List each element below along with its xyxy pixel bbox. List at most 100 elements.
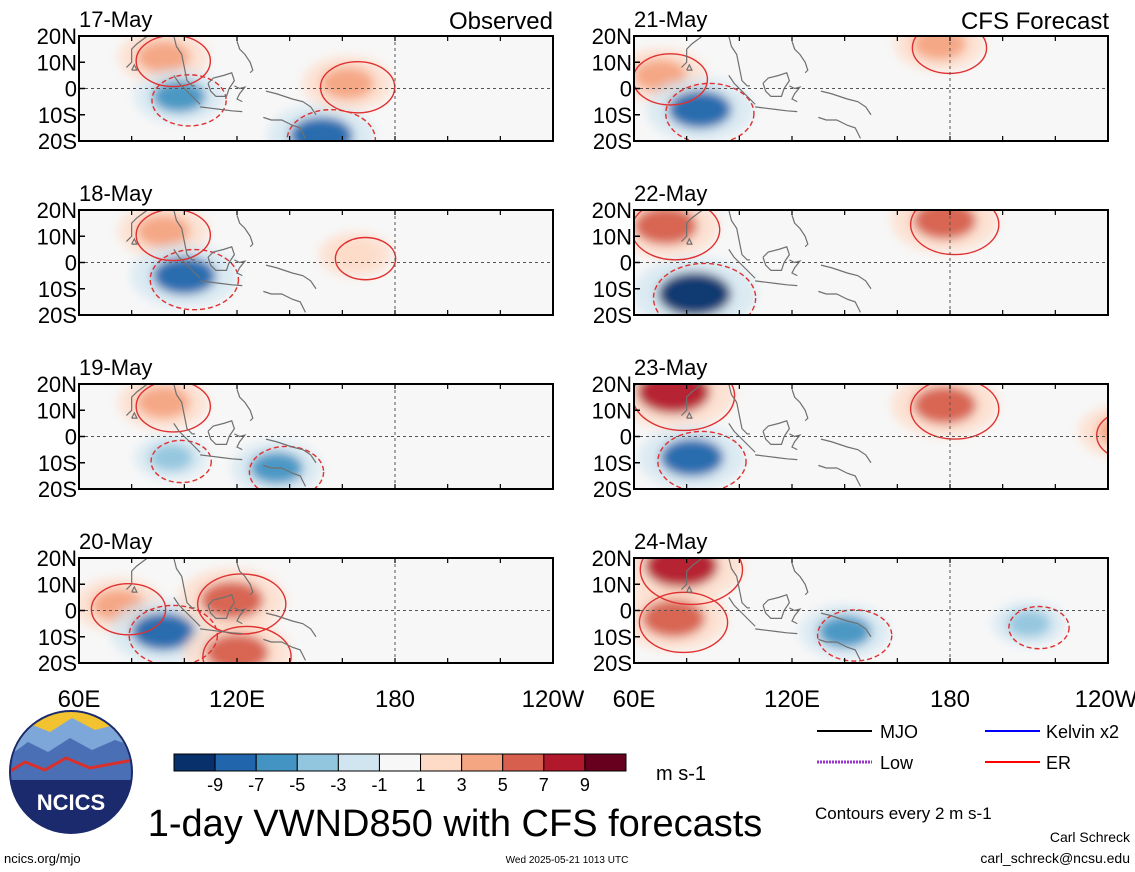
footer-timestamp: Wed 2025-05-21 1013 UTC — [506, 855, 629, 866]
coastline — [820, 264, 872, 290]
coastline — [755, 106, 798, 113]
coastline — [173, 75, 201, 105]
coastline — [173, 558, 195, 609]
er-contour — [286, 108, 377, 141]
ncics-logo: NCICS — [9, 710, 133, 834]
lat-tick-label: 20N — [592, 198, 632, 223]
coastline — [131, 411, 138, 419]
lat-tick-label: 10N — [592, 50, 632, 75]
lat-tick-label: 10S — [593, 277, 632, 302]
colorbar-swatch — [543, 753, 586, 772]
legend-label-mjo: MJO — [880, 722, 918, 742]
lon-tick-label: 120W — [1075, 686, 1135, 713]
panel-date-label: 21-May — [634, 7, 707, 32]
coastline — [791, 41, 809, 74]
anomaly-core — [200, 581, 264, 619]
coastline — [686, 585, 693, 593]
coastline — [234, 607, 247, 625]
er-contour — [135, 210, 212, 262]
anomaly-core — [149, 444, 193, 471]
lat-tick-label: 20N — [37, 372, 77, 397]
anomaly-core — [205, 633, 269, 663]
panel-grid: 17-May20N10N010S20S18-May20N10N010S20S19… — [37, 7, 1109, 676]
lat-tick-label: 0 — [65, 599, 77, 624]
coastline — [173, 249, 201, 279]
coastline — [200, 280, 243, 287]
er-contour — [634, 210, 721, 261]
cfs-forecast-label: CFS Forecast — [961, 8, 1109, 35]
er-contour — [652, 262, 757, 315]
coastline — [265, 264, 317, 290]
coastline — [818, 638, 862, 661]
er-contour — [816, 609, 893, 662]
coastline — [789, 607, 802, 625]
coastline — [131, 585, 138, 593]
coastline — [791, 389, 809, 422]
lat-tick-label: 0 — [65, 425, 77, 450]
coastline — [173, 36, 195, 87]
legend-label-er: ER — [1046, 753, 1071, 773]
coastline — [236, 215, 254, 248]
footer-author: Carl Schreck — [1050, 829, 1131, 845]
lat-tick-label: 10N — [37, 224, 77, 249]
anomaly-core — [912, 36, 966, 60]
coastline — [173, 597, 201, 627]
lon-axis-left: 60E 120E 180 120W — [58, 686, 585, 713]
panel-date-label: 24-May — [634, 529, 707, 554]
coastline — [728, 249, 756, 279]
anomaly-core — [644, 558, 718, 588]
coastline — [789, 259, 802, 277]
colorbar-label: -1 — [371, 775, 387, 795]
colorbar-swatch — [214, 753, 257, 772]
coastline — [200, 628, 243, 635]
er-contour — [1096, 416, 1108, 455]
lat-tick-label: 20S — [593, 303, 632, 328]
lon-axis-right: 60E 120E 180 120W — [613, 686, 1135, 713]
anomaly-core — [668, 90, 732, 129]
legend-label-kelvin: Kelvin x2 — [1046, 722, 1119, 742]
anomaly-core — [642, 599, 705, 638]
er-contour — [319, 60, 396, 114]
lat-tick-label: 10N — [37, 50, 77, 75]
er-contour — [657, 430, 747, 489]
anomaly-core — [913, 210, 977, 240]
anomaly-core — [131, 612, 195, 651]
lat-tick-label: 20N — [592, 372, 632, 397]
lat-tick-label: 10S — [38, 625, 77, 650]
lat-tick-label: 20N — [37, 546, 77, 571]
lat-tick-label: 10N — [592, 398, 632, 423]
anomaly-core — [136, 215, 190, 247]
colorbar-swatch — [584, 753, 627, 772]
anomaly-halo — [1078, 405, 1108, 457]
er-contour — [149, 248, 240, 311]
coastline — [686, 63, 693, 71]
lat-tick-label: 20S — [593, 651, 632, 676]
colorbar-units: m s-1 — [656, 763, 706, 785]
coastline — [265, 90, 317, 116]
coastline — [728, 558, 750, 609]
lat-tick-label: 0 — [620, 251, 632, 276]
lat-tick-label: 20S — [593, 477, 632, 502]
coastline — [818, 290, 862, 313]
er-contour — [634, 384, 736, 432]
logo-text: NCICS — [37, 790, 105, 815]
coastline — [789, 85, 802, 103]
coastline — [686, 237, 693, 245]
colorbar: -9 -7 -5 -3 -1 1 3 5 7 9 — [173, 753, 627, 795]
anomaly-core — [658, 272, 732, 315]
anomaly-core — [334, 241, 377, 268]
er-contour — [150, 439, 212, 484]
coastline — [728, 597, 756, 627]
coastline — [234, 433, 247, 451]
lat-tick-label: 20N — [592, 546, 632, 571]
colorbar-label: 1 — [416, 775, 426, 795]
er-contour — [151, 74, 227, 127]
coastline — [728, 423, 756, 453]
coastline — [173, 423, 201, 453]
